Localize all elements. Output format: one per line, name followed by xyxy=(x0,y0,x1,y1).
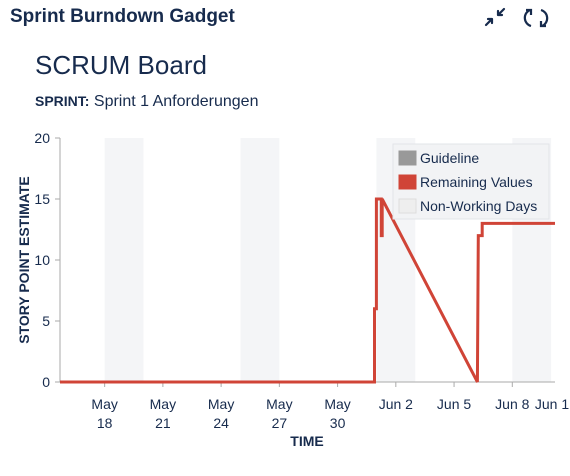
y-tick-label: 5 xyxy=(42,313,50,329)
legend-label: Remaining Values xyxy=(420,174,533,190)
remaining-values-line xyxy=(60,197,555,384)
non-working-band xyxy=(104,138,144,382)
collapse-arrows-icon[interactable] xyxy=(482,5,508,31)
x-tick-label: 21 xyxy=(155,415,171,431)
gadget-title: Sprint Burndown Gadget xyxy=(10,6,235,27)
x-tick-label: Jun 5 xyxy=(437,396,471,412)
y-tick-label: 20 xyxy=(34,130,50,146)
x-tick-label: Jun 8 xyxy=(495,396,529,412)
x-tick-label: 30 xyxy=(330,415,346,431)
x-tick-label: 18 xyxy=(97,415,113,431)
burndown-chart: 0 5 10 15 20 May 18 May 21 May 24 May 27 May 30 Jun 2 Ju… xyxy=(16,130,569,449)
x-tick-label: Jun 1 xyxy=(535,396,569,412)
gadget-header: Sprint Burndown Gadget xyxy=(0,0,570,36)
x-tick-label: May xyxy=(324,396,350,412)
sprint-label: SPRINT: xyxy=(35,93,90,109)
x-tick-label: May xyxy=(208,396,234,412)
legend-swatch xyxy=(398,174,417,190)
sprint-name: Sprint 1 Anforderungen xyxy=(93,93,259,110)
legend-label: Guideline xyxy=(420,150,479,166)
y-tick-label: 0 xyxy=(42,374,50,390)
y-tick-label: 10 xyxy=(34,252,50,268)
x-tick-label: 24 xyxy=(213,415,229,431)
y-axis-label: STORY POINT ESTIMATE xyxy=(16,176,32,344)
x-tick-label: 27 xyxy=(272,415,288,431)
refresh-icon[interactable] xyxy=(523,5,549,31)
legend-label: Non-Working Days xyxy=(420,198,537,214)
sprint-info: SPRINT: Sprint 1 Anforderungen xyxy=(35,93,258,111)
x-tick-label: May xyxy=(266,396,292,412)
y-tick-label: 15 xyxy=(34,191,50,207)
x-axis-label: TIME xyxy=(290,433,323,449)
legend-swatch xyxy=(398,198,417,214)
x-tick-label: Jun 2 xyxy=(379,396,413,412)
x-tick-label: May xyxy=(150,396,176,412)
non-working-band xyxy=(240,138,280,382)
board-name: SCRUM Board xyxy=(35,50,207,80)
legend-swatch xyxy=(398,150,417,166)
legend-box xyxy=(392,143,550,220)
x-tick-label: May xyxy=(91,396,117,412)
